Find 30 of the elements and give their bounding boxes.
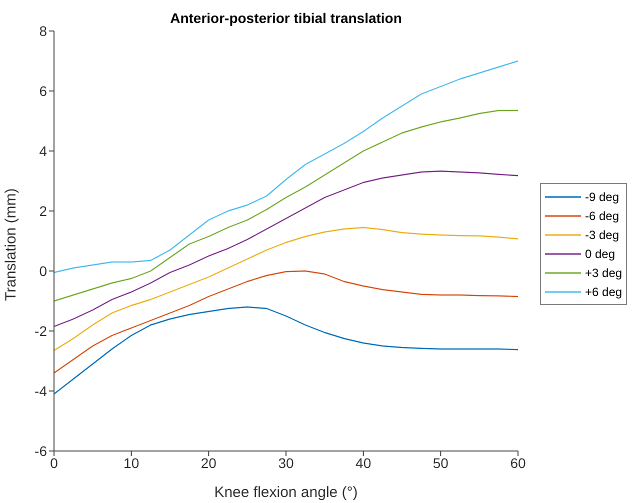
legend-label: -3 deg: [585, 228, 620, 242]
legend-label: -6 deg: [585, 208, 620, 222]
x-tick-label: 0: [50, 454, 58, 471]
legend-label: 0 deg: [585, 246, 616, 260]
legend-label: -9 deg: [585, 190, 620, 204]
y-tick-label: 6: [39, 82, 48, 99]
y-tick-label: 4: [39, 142, 48, 159]
y-tick-label: -2: [34, 322, 48, 339]
line-series: [54, 170, 518, 328]
line-series: [54, 110, 518, 302]
x-tick-label: 50: [432, 454, 449, 471]
x-tick-label: 20: [200, 454, 217, 471]
y-tick-label: 2: [39, 202, 48, 219]
x-tick-label: 60: [510, 454, 526, 471]
x-tick-label: 40: [356, 454, 372, 471]
line-series: [54, 270, 518, 374]
legend-label: +6 deg: [585, 284, 622, 298]
y-tick-label: 8: [39, 22, 48, 39]
line-series: [54, 60, 518, 274]
x-tick-label: 10: [124, 454, 140, 471]
y-axis-title: Translation (mm): [2, 188, 20, 301]
y-tick-label: -4: [34, 382, 48, 399]
y-tick-label: 0: [39, 262, 48, 279]
x-axis-title: Knee flexion angle (°): [214, 484, 358, 501]
x-tick-label: 30: [278, 454, 294, 471]
chart-title: Anterior-posterior tibial translation: [169, 10, 403, 26]
line-series: [54, 226, 518, 352]
line-series: [54, 306, 518, 395]
legend-label: +3 deg: [585, 266, 622, 280]
y-tick-label: -6: [34, 442, 48, 459]
